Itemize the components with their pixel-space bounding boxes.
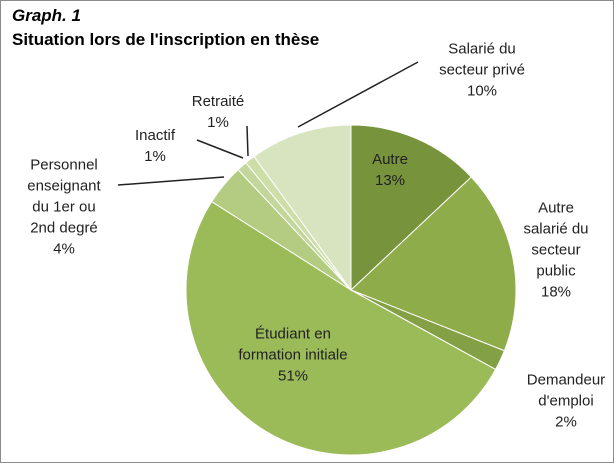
pie-slice: [185, 200, 497, 456]
pie-slice: [350, 124, 472, 292]
slice-name: Autre: [372, 151, 408, 168]
slice-value: 13%: [374, 172, 406, 189]
slice-name: Personnel enseignant du 1er ou 2nd degré: [27, 156, 101, 237]
slice-label: Personnel enseignant du 1er ou 2nd degré…: [18, 155, 110, 260]
chart-subtitle: Situation lors de l'inscription en thèse: [12, 30, 320, 49]
leader-line: [246, 125, 249, 157]
leader-line: [297, 61, 419, 128]
leader-line: [196, 139, 244, 159]
slice-value: 1%: [207, 114, 229, 131]
slice-label: Demandeur d'emploi 2%: [516, 370, 614, 433]
slice-label: Inactif 1%: [125, 125, 185, 167]
slice-name: Salarié du secteur privé: [439, 40, 525, 79]
pie-slice: [253, 124, 352, 292]
slice-label: Autre salarié du secteur public 18%: [515, 198, 597, 303]
leader-line: [117, 176, 225, 186]
slice-name: Demandeur d'emploi: [526, 371, 606, 410]
slice-value: 4%: [53, 240, 75, 258]
slice-label: Étudiant en formation initiale 51%: [237, 324, 349, 387]
slice-name: Inactif: [134, 127, 176, 144]
slice-label: Autre 13%: [355, 149, 425, 191]
slice-value: 18%: [540, 283, 572, 301]
slice-label: Retraité 1%: [183, 91, 253, 133]
slice-name: Retraité: [191, 93, 245, 110]
slice-value: 51%: [277, 367, 309, 385]
chart-title: Graph. 1: [12, 6, 81, 25]
slice-value: 1%: [144, 148, 166, 165]
slice-label: Salarié du secteur privé 10%: [438, 39, 526, 102]
slice-name: Autre salarié du secteur public: [523, 199, 589, 280]
slice-name: Étudiant en formation initiale: [238, 325, 348, 364]
slice-value: 10%: [466, 82, 498, 100]
slice-value: 2%: [555, 413, 577, 431]
pie-slice: [350, 176, 517, 352]
